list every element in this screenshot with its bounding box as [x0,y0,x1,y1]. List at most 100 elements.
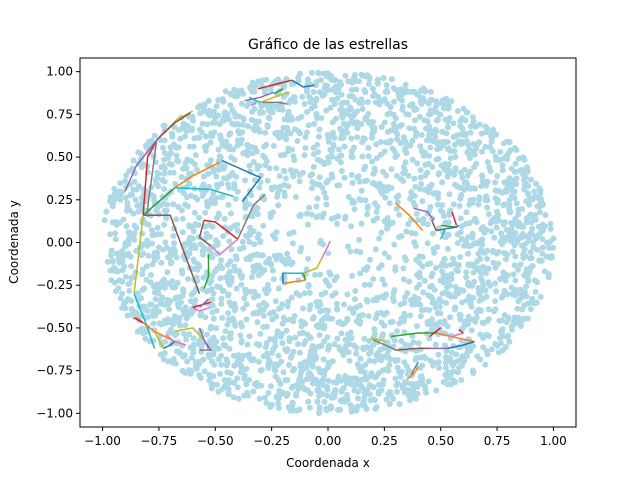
star-point [217,154,224,161]
star-point [459,353,466,360]
star-point [419,254,426,260]
star-point [383,82,390,89]
star-point [470,370,477,376]
chart-title: Gráfico de las estrellas [248,37,408,53]
star-point [123,273,129,280]
star-point [347,248,354,255]
star-point [451,148,458,154]
star-point [402,167,409,174]
star-point [250,159,257,165]
star-point [374,350,381,357]
star-point [341,143,348,150]
star-point [318,291,325,298]
star-point [357,382,364,389]
star-point [459,125,466,132]
star-point [494,173,501,179]
star-point [423,137,430,144]
star-point [234,188,241,195]
star-point [180,120,187,127]
star-point [485,211,492,218]
star-point [334,305,340,312]
star-point [527,249,534,256]
constellation-line [163,341,176,350]
star-point [479,148,485,155]
star-point [268,383,274,390]
star-point [199,192,206,199]
star-point [515,206,522,213]
star-point [523,219,530,226]
star-point [360,346,367,353]
star-point [282,260,289,267]
star-point [363,296,370,303]
star-point [340,99,346,106]
star-point [407,312,414,319]
star-point [470,343,477,350]
star-point [291,313,298,319]
star-point [242,205,249,212]
star-point [492,298,499,304]
star-point [281,168,288,175]
star-point [333,300,340,307]
star-point [257,179,264,186]
star-point [209,254,216,261]
star-point [355,173,362,180]
star-point [217,284,223,291]
star-point [334,155,341,162]
star-point [276,134,282,141]
star-point [228,274,235,281]
constellation-line [133,293,156,349]
star-point [474,141,481,148]
star-point [436,303,443,310]
star-point [216,370,223,377]
star-point [376,235,383,242]
star-point [511,289,518,296]
star-point [192,152,199,159]
star-point [371,165,378,172]
star-point [323,179,330,186]
star-point [515,298,522,305]
star-point [334,95,341,102]
star-point [246,333,253,340]
star-point [218,300,225,307]
star-point [141,285,148,292]
star-point [405,221,412,228]
star-point [348,153,355,160]
star-point [325,159,332,166]
star-point [275,285,282,292]
star-point [191,259,198,265]
star-point [316,332,323,339]
star-point [517,261,524,268]
star-point [235,121,242,128]
star-point [299,93,306,100]
star-point [250,252,257,259]
star-point [251,288,258,295]
star-point [321,338,328,345]
constellation-line [406,366,419,380]
star-point [419,263,426,270]
star-point [245,123,251,130]
star-point [337,406,344,413]
star-point [309,315,316,322]
star-point [391,337,398,344]
star-point [382,194,389,201]
star-point [498,230,505,237]
star-point [387,110,393,117]
star-point [369,158,375,165]
star-point [158,282,165,289]
star-point [143,144,150,151]
star-point [335,373,342,380]
star-point [285,108,292,115]
star-point [420,152,427,159]
star-point [424,240,431,247]
star-point [211,118,218,125]
star-point [338,168,345,174]
star-point [411,239,418,246]
star-point [388,332,395,339]
star-point [529,225,536,232]
star-point [179,267,185,274]
star-point [361,281,368,288]
star-point [364,203,371,210]
star-point [210,315,217,322]
star-point [456,364,463,371]
constellation-line [291,79,315,88]
